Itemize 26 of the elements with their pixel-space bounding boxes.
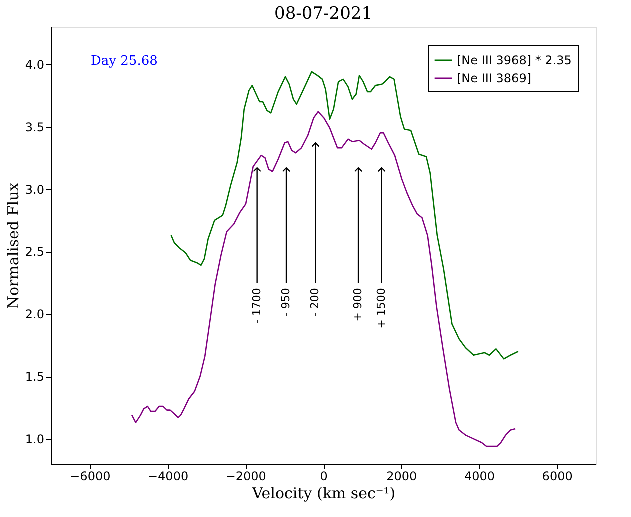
annotation: Day 25.68 [91, 54, 158, 69]
y-tick-label: 4.0 [25, 58, 44, 72]
annotation: - 950 [280, 288, 293, 317]
y-tick-label: 2.5 [25, 245, 44, 260]
annotation: + 1500 [374, 288, 388, 329]
chart-title: 08-07-2021 [274, 4, 373, 24]
annotation: + 900 [352, 288, 365, 322]
x-tick-label: 2000 [386, 470, 418, 484]
x-tick-label: 6000 [542, 470, 573, 484]
x-tick-label: −6000 [70, 470, 111, 484]
y-tick-label: 2.0 [25, 308, 44, 322]
x-tick-label: 4000 [464, 470, 495, 484]
annotation: - 200 [308, 288, 322, 317]
x-tick-label: 0 [320, 470, 328, 484]
y-tick-label: 3.0 [25, 182, 44, 197]
y-tick-label: 3.5 [25, 120, 44, 134]
legend-label: [Ne III 3968] * 2.35 [457, 54, 572, 68]
x-axis-title: Velocity (km sec⁻¹) [251, 484, 396, 502]
line-series [131, 111, 516, 448]
y-tick-label: 1.0 [25, 432, 44, 447]
x-tick-label: −2000 [226, 470, 266, 484]
annotation: - 1700 [250, 288, 264, 324]
y-axis-title: Normalised Flux [4, 182, 22, 310]
x-tick-label: −4000 [148, 470, 189, 484]
legend-label: [Ne III 3869] [457, 72, 532, 86]
y-tick-label: 1.5 [25, 370, 44, 384]
